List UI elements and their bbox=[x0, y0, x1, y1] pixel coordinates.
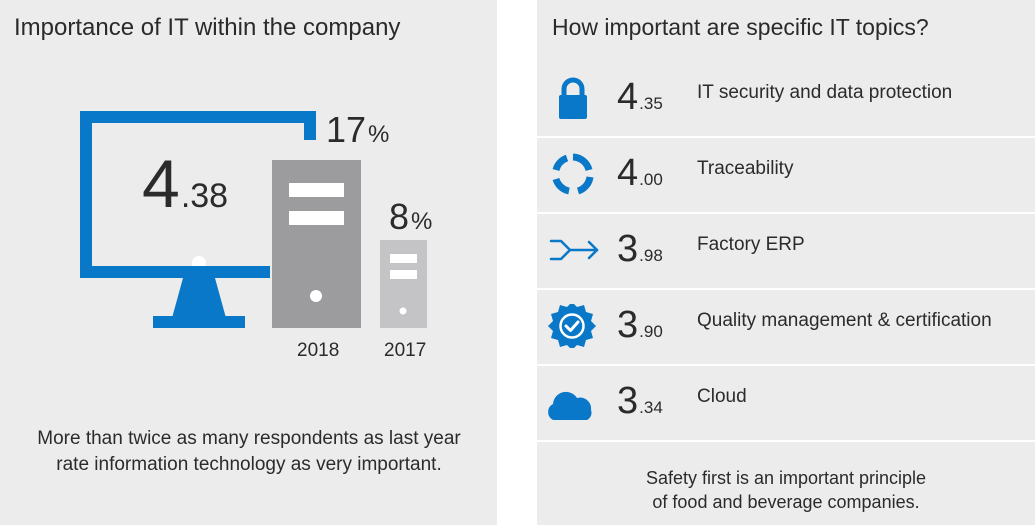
topic-score: 4.00 bbox=[617, 154, 663, 192]
panel-title: Importance of IT within the company bbox=[14, 14, 401, 41]
topic-label: Quality management & certification bbox=[697, 310, 992, 331]
topic-label: Traceability bbox=[697, 158, 794, 179]
score-dec: .38 bbox=[180, 177, 229, 215]
row-divider bbox=[537, 288, 1035, 290]
topic-row: 3.34 Cloud bbox=[537, 364, 1035, 440]
merge-arrow-icon bbox=[549, 239, 599, 261]
left-note-line2: rate information technology as very impo… bbox=[56, 454, 442, 475]
row-divider bbox=[537, 440, 1035, 442]
importance-score: 4.38 bbox=[142, 150, 228, 218]
monitor-stand bbox=[172, 278, 226, 318]
pct-2018: 17% bbox=[326, 112, 389, 148]
topic-score: 4.35 bbox=[617, 78, 663, 116]
topic-score-int: 3 bbox=[617, 228, 639, 270]
topic-score-int: 4 bbox=[617, 76, 639, 118]
pct-2018-value: 17 bbox=[326, 109, 367, 150]
row-divider bbox=[537, 136, 1035, 138]
right-note-line1: Safety first is an important principle bbox=[645, 468, 927, 488]
topic-score-dec: .98 bbox=[639, 246, 663, 265]
topic-score-dec: .90 bbox=[639, 322, 663, 341]
pct-2017-unit: % bbox=[411, 208, 433, 235]
pct-2018-unit: % bbox=[368, 121, 390, 148]
right-note: Safety first is an important principle o… bbox=[537, 466, 1035, 514]
topic-score: 3.98 bbox=[617, 230, 663, 268]
panel-title: How important are specific IT topics? bbox=[552, 14, 929, 40]
it-topics-panel: How important are specific IT topics? 4.… bbox=[537, 0, 1035, 525]
cycle-icon bbox=[552, 153, 594, 195]
server-2017-icon bbox=[380, 240, 427, 328]
topic-score-int: 3 bbox=[617, 304, 639, 346]
topic-row: 4.35 IT security and data protection bbox=[537, 60, 1035, 136]
pct-2017-value: 8 bbox=[389, 196, 410, 237]
monitor-base bbox=[153, 316, 245, 328]
bottom-divider bbox=[537, 440, 1035, 442]
row-divider bbox=[537, 364, 1035, 366]
year-2018-label: 2018 bbox=[297, 340, 340, 361]
left-note-line1: More than twice as many respondents as l… bbox=[37, 428, 461, 449]
certified-badge-icon bbox=[548, 304, 596, 348]
row-divider bbox=[537, 212, 1035, 214]
topic-label: Factory ERP bbox=[697, 234, 805, 255]
lock-icon bbox=[559, 77, 587, 119]
topic-score-dec: .34 bbox=[639, 398, 663, 417]
left-note: More than twice as many respondents as l… bbox=[24, 426, 474, 478]
topic-score-int: 4 bbox=[617, 152, 639, 194]
topic-score: 3.90 bbox=[617, 306, 663, 344]
topic-score-dec: .00 bbox=[639, 170, 663, 189]
topic-score: 3.34 bbox=[617, 382, 663, 420]
topic-label: IT security and data protection bbox=[697, 82, 953, 103]
topic-row: 4.00 Traceability bbox=[537, 136, 1035, 212]
topic-row: 3.90 Quality management & certification bbox=[537, 288, 1035, 364]
topic-row: 3.98 Factory ERP bbox=[537, 212, 1035, 288]
cloud-icon bbox=[548, 391, 592, 420]
right-note-line2: of food and beverage companies. bbox=[652, 492, 920, 512]
topic-score-dec: .35 bbox=[639, 94, 663, 113]
monitor-illustration bbox=[80, 111, 427, 328]
pct-2017: 8% bbox=[389, 199, 432, 235]
it-importance-panel: Importance of IT within the company 4.38… bbox=[0, 0, 497, 525]
topic-label: Cloud bbox=[697, 386, 747, 407]
topic-score-int: 3 bbox=[617, 380, 639, 422]
score-int: 4 bbox=[142, 146, 180, 222]
year-2017-label: 2017 bbox=[384, 340, 427, 361]
